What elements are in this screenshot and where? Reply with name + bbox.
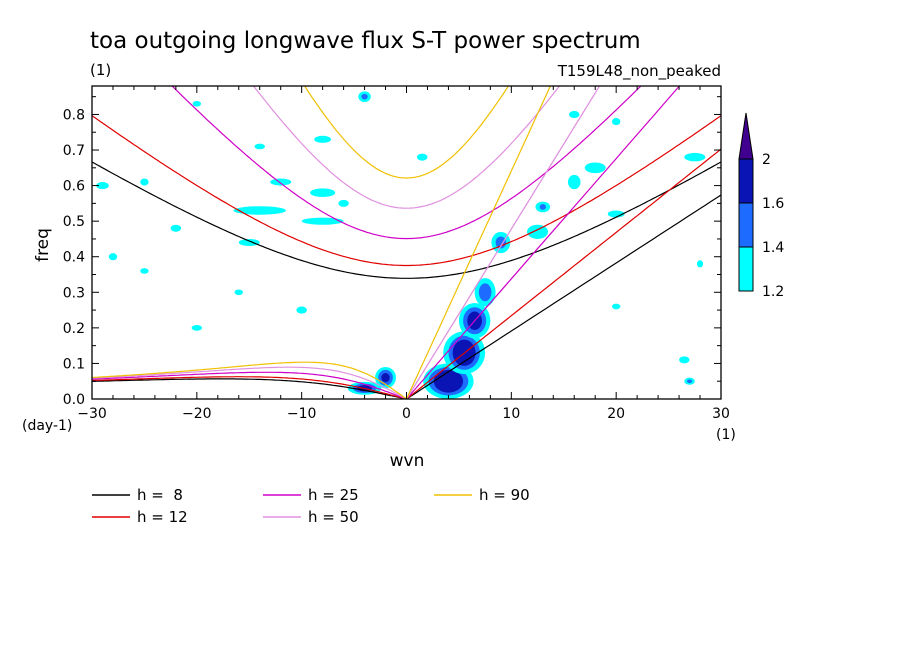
colorbar-level-label: 1.2	[762, 284, 784, 300]
legend-label: h = 25	[308, 486, 359, 504]
kelvin-wave-curve	[405, 86, 552, 399]
contour-region	[567, 174, 581, 190]
x-axis: −30 −20 −10 0 10 20 30	[77, 86, 730, 422]
kelvin-wave-curve	[406, 194, 721, 399]
colorbar: 1.2 1.4 1.6 2	[738, 112, 784, 300]
colorbar-arrow	[738, 112, 754, 160]
rossby-wave-curve	[92, 361, 407, 399]
gravity-wave-curve	[303, 86, 510, 179]
y-tick-label: 0.7	[63, 143, 85, 159]
contour-region	[314, 135, 332, 143]
gravity-wave-curve	[92, 115, 721, 267]
legend-label: h = 90	[479, 486, 530, 504]
y-tick-label: 0.2	[63, 321, 85, 337]
contour-region	[478, 283, 492, 302]
contour-region	[684, 152, 706, 162]
contour-region	[361, 93, 368, 100]
contour-region	[527, 224, 549, 239]
plot-area	[92, 86, 721, 399]
y-tick-label: 0.3	[63, 285, 85, 301]
contour-region	[254, 143, 265, 150]
colorbar-segment	[738, 158, 754, 204]
contour-region	[170, 224, 182, 232]
contour-region	[140, 268, 149, 274]
colorbar-segment	[738, 202, 754, 248]
contour-region	[238, 238, 260, 247]
contour-region	[416, 153, 428, 161]
contour-region	[191, 325, 203, 331]
chart-subtitle-units: (1)	[90, 61, 111, 79]
legend: h = 8 h = 12 h = 25 h = 50 h = 90	[92, 486, 530, 526]
contour-region	[568, 110, 580, 119]
rossby-wave-curve	[92, 376, 407, 399]
contour-region	[192, 100, 202, 107]
contour-region	[696, 260, 704, 268]
y-axis-label: freq	[33, 228, 53, 262]
y-tick-label: 0.1	[63, 356, 85, 372]
kelvin-wave-curve	[405, 86, 601, 399]
y-axis-unit: (day-1)	[22, 418, 72, 434]
contour-region	[381, 373, 390, 383]
contour-region	[611, 303, 621, 310]
legend-label: h = 8	[137, 486, 183, 504]
contour-region	[140, 178, 149, 186]
colorbar-level-label: 1.6	[762, 196, 784, 212]
contour-region	[96, 182, 109, 190]
colorbar-segment	[738, 246, 754, 292]
y-tick-label: 0.8	[63, 107, 85, 123]
contour-region	[310, 188, 336, 197]
y-axis: 0.0 0.1 0.2 0.3 0.4 0.5 0.6 0.7 0.8	[63, 96, 721, 408]
x-tick-label: −20	[182, 406, 212, 422]
chart-title: toa outgoing longwave flux S-T power spe…	[90, 28, 641, 54]
rossby-wave-curve	[92, 366, 407, 399]
x-tick-label: −30	[77, 406, 107, 422]
kelvin-wave-curve	[406, 148, 721, 399]
legend-label: h = 12	[137, 508, 188, 526]
contour-region	[495, 236, 507, 249]
contour-region	[539, 204, 546, 210]
x-tick-label: 20	[607, 406, 625, 422]
contour-region	[108, 253, 118, 261]
x-tick-label: 30	[712, 406, 730, 422]
contour-region	[584, 162, 606, 174]
contour-region	[679, 356, 690, 364]
contour-region	[270, 178, 292, 186]
x-axis-label: wvn	[390, 451, 425, 471]
contour-region	[296, 306, 307, 314]
y-tick-label: 0.5	[63, 214, 85, 230]
x-tick-label: 10	[502, 406, 520, 422]
kelvin-wave-curve	[406, 86, 681, 399]
contour-region	[686, 379, 693, 383]
gravity-wave-curve	[92, 161, 721, 279]
y-tick-label: 0.0	[63, 392, 85, 408]
contour-layer	[96, 91, 706, 399]
x-axis-unit: (1)	[716, 427, 736, 443]
rossby-wave-curve	[92, 371, 407, 399]
contour-region	[433, 369, 464, 393]
colorbar-level-label: 1.4	[762, 240, 784, 256]
colorbar-level-label: 2	[762, 152, 771, 168]
x-tick-label: −10	[287, 406, 317, 422]
legend-label: h = 50	[308, 508, 359, 526]
contour-region	[607, 210, 625, 218]
x-tick-label: 0	[402, 406, 411, 422]
dispersion-curves	[92, 86, 721, 399]
contour-region	[611, 118, 621, 126]
rossby-wave-curve	[92, 378, 407, 399]
y-tick-label: 0.6	[63, 179, 85, 195]
contour-region	[234, 289, 243, 296]
gravity-wave-curve	[171, 86, 642, 240]
plot-frame	[91, 85, 722, 400]
gravity-wave-curve	[252, 86, 561, 209]
contour-region	[301, 217, 344, 225]
chart-subtitle-experiment: T159L48_non_peaked	[557, 62, 721, 81]
contour-region	[233, 206, 286, 215]
contour-region	[338, 199, 349, 207]
y-tick-label: 0.4	[63, 250, 85, 266]
